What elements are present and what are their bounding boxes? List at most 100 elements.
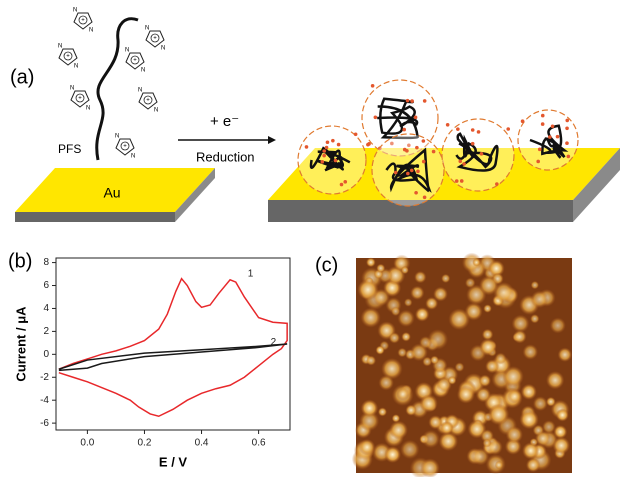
- grain: [430, 356, 439, 365]
- charge-dot: [541, 114, 545, 118]
- grain: [391, 307, 401, 317]
- grain: [465, 278, 476, 289]
- charge-dot: [565, 119, 569, 123]
- grain: [521, 384, 537, 400]
- charge-dot: [367, 142, 371, 146]
- grain: [519, 410, 538, 429]
- y-tick-label: 0: [43, 349, 49, 360]
- x-tick-label: 0.0: [80, 438, 94, 449]
- charge-label: +: [153, 36, 157, 42]
- grain: [495, 353, 507, 365]
- charge-dot: [337, 143, 341, 147]
- charge-dot: [565, 126, 569, 130]
- charge-dot: [406, 99, 410, 103]
- grain: [457, 385, 475, 403]
- electron-label: + e⁻: [210, 113, 239, 130]
- plot-frame: [56, 258, 290, 430]
- grain: [523, 344, 539, 360]
- charge-dot: [374, 116, 378, 120]
- grain: [428, 415, 442, 429]
- grain: [376, 264, 385, 273]
- charge-dot: [456, 127, 460, 131]
- x-axis-label: E / V: [159, 454, 188, 469]
- figure: (a) Au PFS +NN+NN+NN+NN+NN+NN+NN + e⁻ Re…: [0, 0, 634, 477]
- charge-dot: [416, 170, 420, 174]
- charge-dot: [480, 152, 484, 156]
- charge-dot: [321, 160, 325, 164]
- atom-label: N: [89, 28, 93, 34]
- charge-dot: [541, 122, 545, 126]
- atom-label: N: [131, 154, 135, 160]
- charge-dot: [458, 159, 462, 163]
- x-tick-label: 0.2: [138, 438, 152, 449]
- plate-side: [15, 212, 175, 222]
- grain: [361, 399, 379, 417]
- y-tick-label: -4: [40, 395, 49, 406]
- grain: [361, 307, 381, 327]
- cations: +NN+NN+NN+NN+NN+NN+NN: [58, 8, 165, 160]
- atom-label: N: [154, 108, 158, 114]
- grain: [552, 437, 570, 455]
- charge-dot: [371, 84, 375, 88]
- grain: [558, 347, 572, 361]
- grain: [508, 389, 522, 403]
- y-tick-label: 8: [43, 257, 49, 268]
- panel-label: (a): [10, 66, 34, 88]
- charge-dot: [410, 169, 414, 173]
- grain: [376, 346, 385, 355]
- grain: [483, 304, 492, 313]
- atom-label: N: [86, 106, 90, 112]
- grain: [476, 387, 491, 402]
- charge-label: +: [133, 58, 137, 64]
- x-tick-label: 0.4: [195, 438, 209, 449]
- atom-label: N: [73, 8, 77, 14]
- charge-dot: [462, 162, 466, 166]
- charge-dot: [326, 140, 330, 144]
- page: (a) Au PFS +NN+NN+NN+NN+NN+NN+NN + e⁻ Re…: [0, 0, 634, 477]
- grain: [400, 440, 419, 459]
- grain: [482, 438, 491, 447]
- charge-dot: [548, 135, 552, 139]
- x-tick-label: 0.6: [252, 438, 266, 449]
- charge-dot: [322, 154, 326, 158]
- grain: [378, 375, 394, 391]
- grain: [522, 442, 539, 459]
- charge-dot: [410, 99, 414, 103]
- grain: [357, 279, 378, 300]
- grain: [389, 332, 400, 343]
- charge-dot: [422, 160, 426, 164]
- grain: [422, 430, 440, 448]
- charge-dot: [354, 132, 358, 136]
- grain: [479, 375, 491, 387]
- grain: [378, 407, 387, 416]
- grain: [366, 257, 376, 267]
- polymer-label: PFS: [58, 142, 81, 156]
- charge-dot: [556, 135, 560, 139]
- grain: [479, 338, 496, 355]
- grain: [513, 330, 527, 344]
- grain: [546, 397, 556, 407]
- charge-dot: [460, 179, 464, 183]
- grain: [448, 308, 470, 330]
- charge-dot: [422, 139, 426, 143]
- grain: [531, 291, 549, 309]
- charge-dot: [495, 182, 499, 186]
- grain: [550, 317, 566, 333]
- y-tick-label: 2: [43, 326, 49, 337]
- grain: [404, 298, 413, 307]
- charge-dot: [471, 128, 475, 132]
- grain: [530, 314, 539, 323]
- grain: [472, 258, 480, 266]
- charge-dot: [536, 160, 540, 164]
- charge-dot: [403, 148, 407, 152]
- arrowhead: [268, 136, 276, 144]
- y-tick-label: -6: [40, 418, 49, 429]
- charge-dot: [506, 127, 510, 131]
- atom-label: N: [115, 134, 119, 140]
- grain: [503, 366, 524, 387]
- charge-dot: [402, 128, 406, 132]
- grain: [488, 404, 509, 425]
- grain: [366, 355, 376, 365]
- charge-label: +: [81, 18, 85, 24]
